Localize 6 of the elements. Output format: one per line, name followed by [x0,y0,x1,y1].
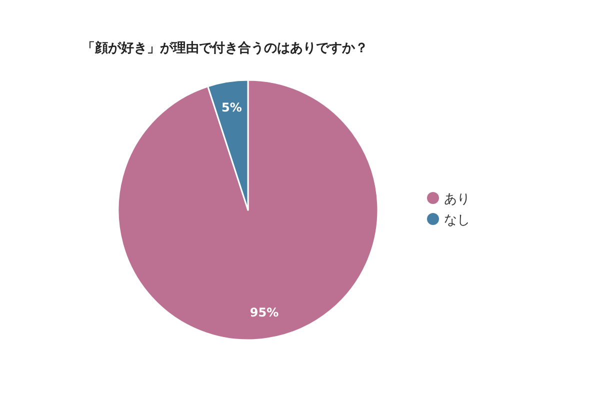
chart-title: 「顔が好き」が理由で付き合うのはありですか？ [82,40,368,56]
legend-label: あり [444,192,470,207]
pie-slice [117,79,379,341]
data-label: 5% [222,100,242,114]
legend-label: なし [444,213,470,228]
data-label: 95% [250,306,279,320]
